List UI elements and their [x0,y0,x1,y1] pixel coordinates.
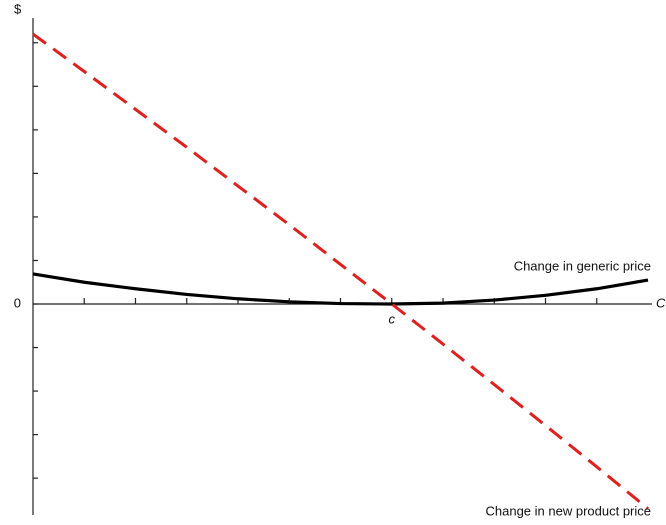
y-tick-label: 0 [14,295,21,310]
series-line [32,272,649,306]
series-line [32,32,649,510]
series-label: Change in new product price [486,503,652,518]
x-tick-label: c [389,311,396,326]
x-axis-label: C [656,295,666,310]
y-axis-label: $ [14,1,22,16]
series-label: Change in generic price [514,258,651,273]
